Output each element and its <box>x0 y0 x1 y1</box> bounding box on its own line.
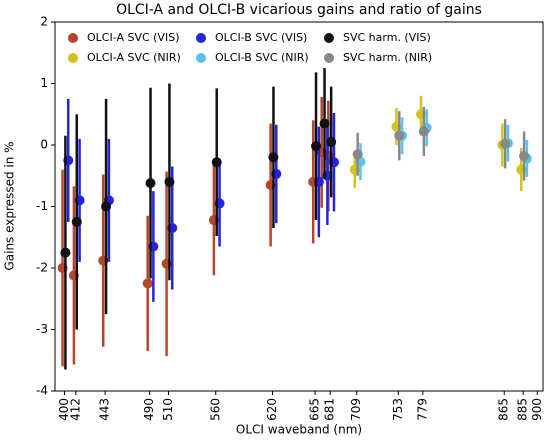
x-tick-label: 443 <box>98 398 112 421</box>
x-axis-label: OLCI waveband (nm) <box>236 423 362 437</box>
point <box>394 130 405 141</box>
legend-marker <box>68 53 78 63</box>
x-tick-label: 779 <box>415 398 429 421</box>
legend-marker <box>196 33 206 43</box>
chart-title: OLCI-A and OLCI-B vicarious gains and ra… <box>116 2 482 18</box>
point <box>352 149 363 160</box>
x-tick-label: 560 <box>208 398 222 421</box>
point <box>164 176 175 187</box>
x-tick-label: 681 <box>323 398 337 421</box>
point <box>101 201 112 212</box>
legend-marker <box>324 33 334 43</box>
point <box>142 278 153 289</box>
legend-label: SVC harm. (NIR) <box>343 51 432 64</box>
x-tick-label: 885 <box>516 398 530 421</box>
legend-label: OLCI-B SVC (VIS) <box>215 31 307 44</box>
x-tick-label: 865 <box>497 398 511 421</box>
legend-label: OLCI-A SVC (VIS) <box>87 31 179 44</box>
point <box>311 141 322 152</box>
x-tick-label: 900 <box>530 398 544 421</box>
legend-label: OLCI-A SVC (NIR) <box>87 51 181 64</box>
x-tick-label: 709 <box>349 398 363 421</box>
x-tick-label: 400 <box>57 398 71 421</box>
y-tick-label: 1 <box>40 76 48 90</box>
point <box>60 247 71 258</box>
y-tick-label: 2 <box>40 15 48 29</box>
y-tick-label: -1 <box>36 199 48 213</box>
legend-label: SVC harm. (VIS) <box>343 31 431 44</box>
legend-marker <box>324 53 334 63</box>
point <box>326 136 337 147</box>
x-tick-label: 620 <box>265 398 279 421</box>
x-tick-label: 412 <box>68 398 82 421</box>
legend-marker <box>68 33 78 43</box>
x-tick-label: 753 <box>391 398 405 421</box>
x-tick-label: 665 <box>308 398 322 421</box>
y-tick-label: -2 <box>36 261 48 275</box>
legend-marker <box>196 53 206 63</box>
y-tick-label: -4 <box>36 384 48 398</box>
point <box>500 138 511 149</box>
y-axis-label: Gains expressed in % <box>3 141 17 270</box>
point <box>519 151 530 162</box>
x-tick-label: 490 <box>142 398 156 421</box>
x-tick-label: 510 <box>161 398 175 421</box>
y-tick-label: -3 <box>36 322 48 336</box>
point <box>71 216 82 227</box>
point <box>145 178 156 189</box>
point <box>319 118 330 129</box>
legend-label: OLCI-B SVC (NIR) <box>215 51 309 64</box>
point <box>418 126 429 137</box>
point <box>268 152 279 163</box>
point <box>211 157 222 168</box>
plot-frame <box>54 21 544 392</box>
y-tick-label: 0 <box>40 138 48 152</box>
